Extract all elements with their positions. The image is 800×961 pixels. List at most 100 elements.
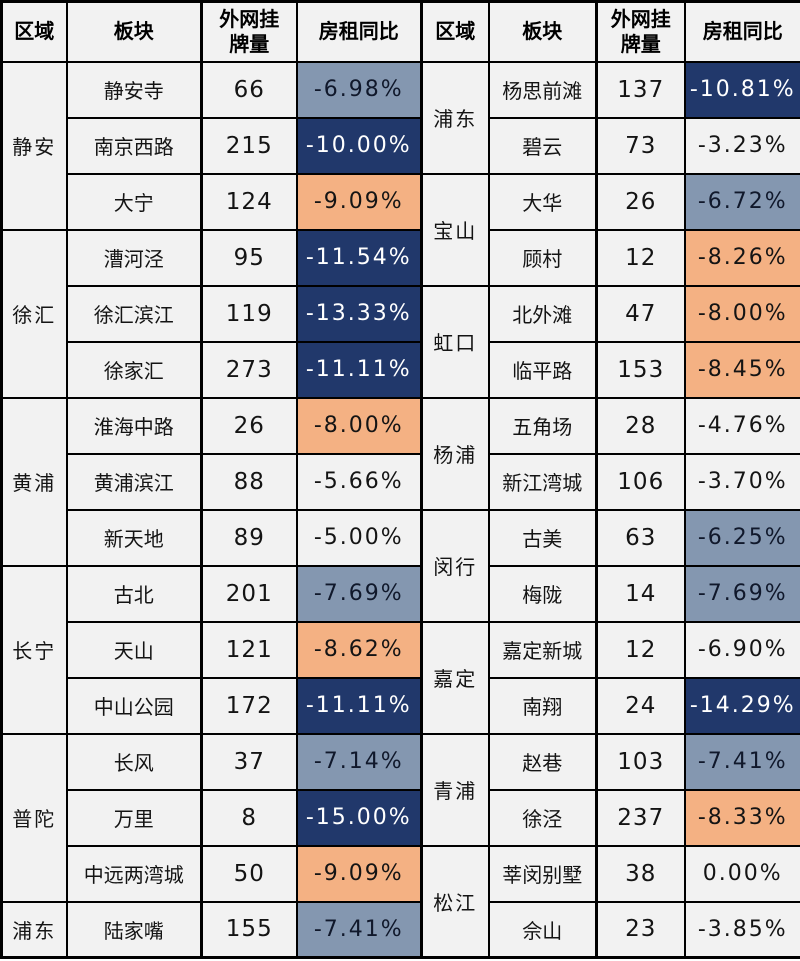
- table-row: 南京西路 215 -10.00% 碧云 73 -3.23%: [2, 116, 800, 175]
- listings-cell: 37: [200, 732, 298, 791]
- sector-cell: 中山公园: [65, 676, 203, 735]
- header-sector-left: 板块: [65, 0, 203, 63]
- sector-cell: 新天地: [65, 508, 203, 567]
- listings-cell: 47: [595, 284, 686, 343]
- region-cell: 徐汇: [0, 228, 68, 399]
- region-cell: 长宁: [0, 564, 68, 735]
- table-row: 中山公园 172 -11.11% 南翔 24 -14.29%: [2, 676, 800, 735]
- listings-cell: 273: [200, 340, 298, 399]
- rent-yoy-cell: -8.00%: [683, 284, 800, 343]
- table-row: 黄浦滨江 88 -5.66% 新江湾城 106 -3.70%: [2, 452, 800, 511]
- table-row: 新天地 89 -5.00% 闵行 古美 63 -6.25%: [2, 508, 800, 623]
- table-row: 万里 8 -15.00% 徐泾 237 -8.33%: [2, 788, 800, 847]
- rent-yoy-cell: -11.54%: [295, 228, 423, 287]
- region-cell: 宝山: [420, 172, 490, 287]
- region-cell: 黄浦: [0, 396, 68, 567]
- listings-cell: 237: [595, 788, 686, 847]
- listings-cell: 119: [200, 284, 298, 343]
- sector-cell: 陆家嘴: [65, 900, 203, 959]
- region-cell: 嘉定: [420, 620, 490, 735]
- rent-yoy-cell: -7.41%: [683, 732, 800, 791]
- listings-cell: 26: [595, 172, 686, 231]
- listings-cell: 89: [200, 508, 298, 567]
- rent-yoy-cell: -8.00%: [295, 396, 423, 455]
- listings-cell: 73: [595, 116, 686, 175]
- sector-cell: 梅陇: [487, 564, 598, 623]
- table-row: 黄浦 淮海中路 26 -8.00% 杨浦 五角场 28 -4.76%: [0, 396, 800, 567]
- table-row: 天山 121 -8.62% 嘉定 嘉定新城 12 -6.90%: [2, 620, 800, 735]
- sector-cell: 大华: [487, 172, 598, 231]
- listings-cell: 215: [200, 116, 298, 175]
- header-region-right: 区域: [420, 0, 490, 63]
- sector-cell: 中远两湾城: [65, 844, 203, 903]
- rent-yoy-cell: -10.00%: [295, 116, 423, 175]
- header-listings-line2: 牌量: [620, 31, 661, 56]
- sector-cell: 顾村: [487, 228, 598, 287]
- listings-cell: 12: [595, 620, 686, 679]
- header-rent-yoy-left: 房租同比: [295, 0, 423, 63]
- sector-cell: 天山: [65, 620, 203, 679]
- sector-cell: 南京西路: [65, 116, 203, 175]
- rent-yoy-cell: -7.41%: [295, 900, 423, 959]
- listings-cell: 12: [595, 228, 686, 287]
- rent-yoy-cell: -13.33%: [295, 284, 423, 343]
- table-row: 徐汇滨江 119 -13.33% 虹口 北外滩 47 -8.00%: [2, 284, 800, 399]
- region-cell: 虹口: [420, 284, 490, 399]
- rent-yoy-cell: -6.72%: [683, 172, 800, 231]
- rent-yoy-cell: -3.85%: [683, 900, 800, 959]
- sector-cell: 临平路: [487, 340, 598, 399]
- header-region-left: 区域: [0, 0, 68, 63]
- listings-cell: 103: [595, 732, 686, 791]
- region-cell: 松江: [420, 844, 490, 959]
- listings-cell: 153: [595, 340, 686, 399]
- listings-cell: 23: [595, 900, 686, 959]
- rent-yoy-cell: -3.23%: [683, 116, 800, 175]
- rent-yoy-cell: -8.26%: [683, 228, 800, 287]
- sector-cell: 古美: [487, 508, 598, 567]
- listings-cell: 14: [595, 564, 686, 623]
- sector-cell: 静安寺: [65, 60, 203, 119]
- rent-yoy-cell: -10.81%: [683, 60, 800, 119]
- listings-cell: 63: [595, 508, 686, 567]
- rent-yoy-cell: -9.09%: [295, 172, 423, 231]
- sector-cell: 徐泾: [487, 788, 598, 847]
- sector-cell: 莘闵别墅: [487, 844, 598, 903]
- sector-cell: 五角场: [487, 396, 598, 455]
- sector-cell: 漕河泾: [65, 228, 203, 287]
- sector-cell: 大宁: [65, 172, 203, 231]
- header-row: 区域 板块 外网挂 牌量 房租同比 区域 板块 外网挂 牌量 房租同比: [0, 0, 800, 63]
- sector-cell: 碧云: [487, 116, 598, 175]
- region-cell: 浦东: [0, 900, 68, 959]
- sector-cell: 新江湾城: [487, 452, 598, 511]
- listings-cell: 38: [595, 844, 686, 903]
- header-listings-line1: 外网挂: [610, 6, 671, 31]
- sector-cell: 佘山: [487, 900, 598, 959]
- rent-yoy-cell: -14.29%: [683, 676, 800, 735]
- table-row: 长宁 古北 201 -7.69% 梅陇 14 -7.69%: [0, 564, 800, 735]
- sector-cell: 黄浦滨江: [65, 452, 203, 511]
- sector-cell: 淮海中路: [65, 396, 203, 455]
- region-cell: 青浦: [420, 732, 490, 847]
- rent-yoy-cell: -15.00%: [295, 788, 423, 847]
- rent-yoy-cell: -11.11%: [295, 340, 423, 399]
- table-row: 大宁 124 -9.09% 宝山 大华 26 -6.72%: [2, 172, 800, 287]
- rent-yoy-cell: -6.98%: [295, 60, 423, 119]
- listings-cell: 124: [200, 172, 298, 231]
- sector-cell: 杨思前滩: [487, 60, 598, 119]
- listings-cell: 28: [595, 396, 686, 455]
- rent-yoy-cell: -4.76%: [683, 396, 800, 455]
- sector-cell: 徐汇滨江: [65, 284, 203, 343]
- rent-yoy-cell: 0.00%: [683, 844, 800, 903]
- header-listings-line2: 牌量: [229, 31, 270, 56]
- sector-cell: 长风: [65, 732, 203, 791]
- rent-yoy-cell: -8.33%: [683, 788, 800, 847]
- sector-cell: 古北: [65, 564, 203, 623]
- header-sector-right: 板块: [487, 0, 598, 63]
- rent-yoy-cell: -5.66%: [295, 452, 423, 511]
- table-row: 静安 静安寺 66 -6.98% 浦东 杨思前滩 137 -10.81%: [0, 60, 800, 231]
- listings-cell: 137: [595, 60, 686, 119]
- listings-cell: 88: [200, 452, 298, 511]
- listings-cell: 50: [200, 844, 298, 903]
